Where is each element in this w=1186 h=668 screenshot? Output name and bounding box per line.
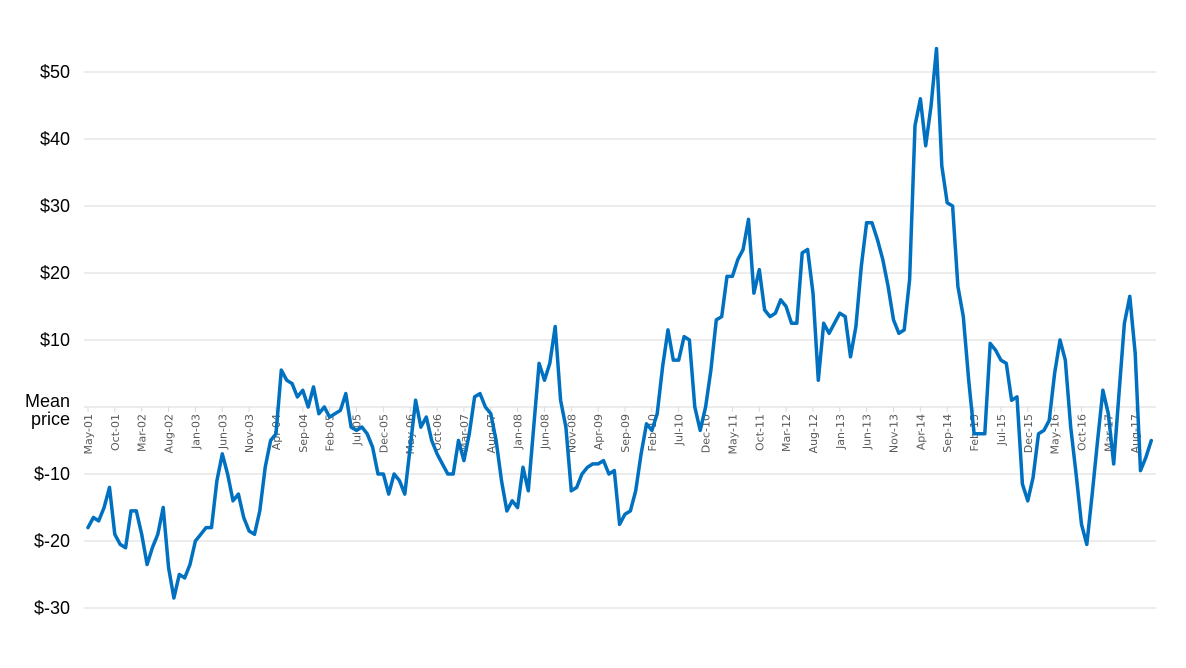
x-tick-label: May-16 [1049, 414, 1062, 455]
y-axis-title-line2: price [31, 409, 70, 429]
y-tick-label: $20 [40, 263, 70, 283]
x-tick-label: Oct-11 [753, 414, 766, 451]
x-tick-label: Sep-14 [941, 414, 954, 453]
y-axis: $50 $40 $30 $20 $10 $-10 $-20 $-30 [34, 62, 70, 618]
x-tick-label: Jan-13 [834, 414, 847, 450]
x-tick-label: Jun-03 [216, 414, 229, 450]
x-tick-label: Feb-05 [324, 414, 337, 451]
x-tick-label: Nov-03 [243, 414, 256, 453]
x-tick-label: Jun-13 [861, 414, 874, 450]
mean-price-line [86, 46, 1154, 600]
x-tick-label: Apr-09 [592, 414, 605, 450]
x-tick-label: May-01 [82, 414, 95, 455]
x-tick-label: Apr-14 [914, 414, 927, 450]
x-tick-label: Aug-12 [807, 414, 820, 453]
x-tick-label: Oct-06 [431, 414, 444, 451]
x-tick-label: Mar-02 [136, 414, 149, 452]
y-tick-label: $10 [40, 330, 70, 350]
x-tick-label: Nov-13 [888, 414, 901, 453]
x-tick-label: Oct-01 [109, 414, 122, 451]
y-tick-label: $50 [40, 62, 70, 82]
y-tick-label: $-10 [34, 464, 70, 484]
y-tick-label: $-30 [34, 598, 70, 618]
x-tick-label: May-11 [726, 414, 739, 455]
y-tick-label: $30 [40, 196, 70, 216]
x-tick-label: Sep-04 [297, 414, 310, 453]
y-tick-label: $-20 [34, 531, 70, 551]
y-axis-title-line1: Mean [25, 391, 70, 411]
x-tick-label: Jul-15 [995, 414, 1008, 446]
x-tick-label: Dec-15 [1022, 414, 1035, 453]
x-tick-label: Jul-10 [673, 414, 686, 446]
x-tick-label: Jan-08 [512, 414, 525, 450]
x-tick-label: Jun-08 [538, 414, 551, 450]
x-axis: May-01 Oct-01 Mar-02 Aug-02 Jan-03 Jun-03 Nov-… [82, 407, 1142, 455]
gridlines [84, 71, 1156, 609]
x-tick-label: Aug-02 [163, 414, 176, 453]
x-tick-label: Dec-05 [377, 414, 390, 453]
x-tick-label: Mar-12 [780, 414, 793, 452]
x-tick-label: Oct-16 [1075, 414, 1088, 451]
y-tick-label: $40 [40, 129, 70, 149]
x-tick-label: Sep-09 [619, 414, 632, 453]
x-tick-label: Jan-03 [189, 414, 202, 450]
